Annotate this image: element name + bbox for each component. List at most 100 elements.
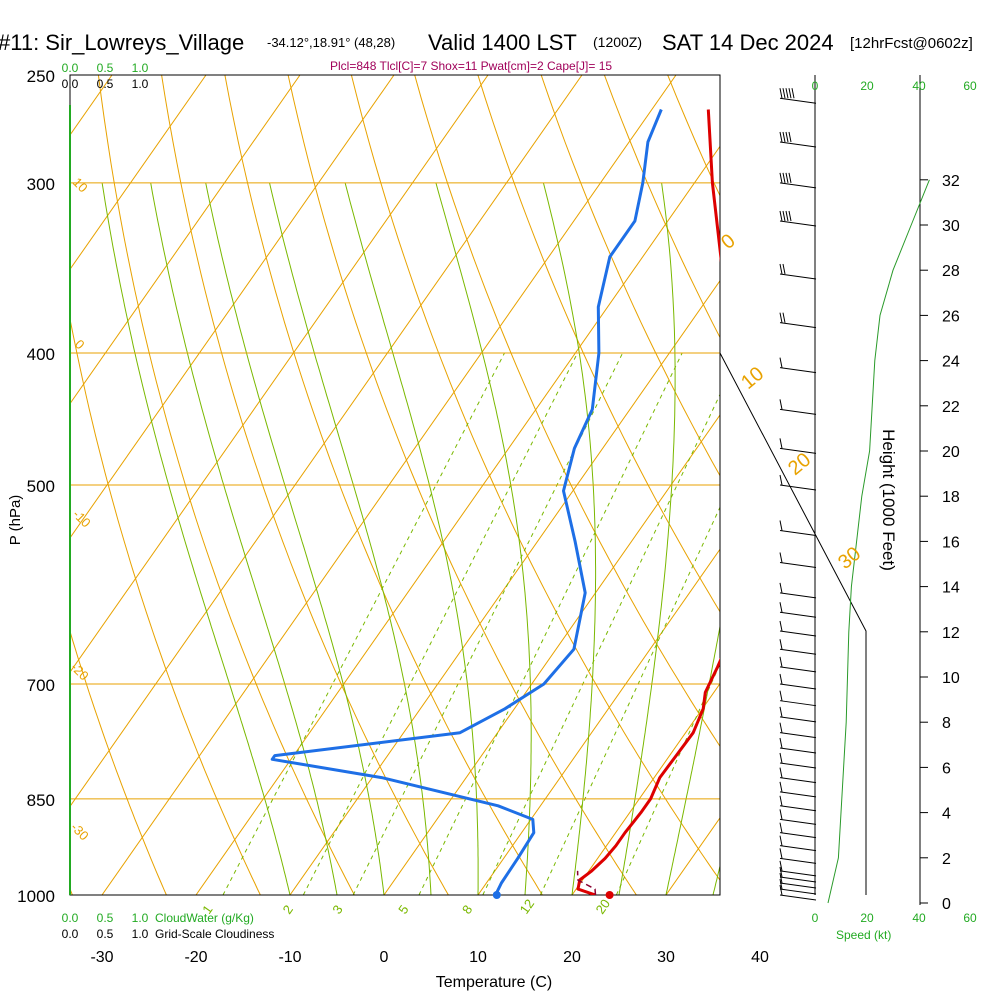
valid-utc: (1200Z)	[593, 34, 642, 50]
speed-tick-top: 40	[912, 79, 926, 93]
wind-barb-staff	[779, 791, 817, 798]
sounding-series	[270, 108, 720, 895]
wind-barb-staff	[779, 732, 817, 739]
dry-adiabat-line	[540, 75, 720, 477]
wind-barb-flag	[779, 620, 783, 632]
moist-adiabat-line	[712, 864, 720, 895]
wind-barb-flag	[779, 88, 783, 99]
wind-barb	[779, 752, 817, 769]
wind-barb	[779, 357, 817, 374]
wind-barb-staff	[779, 367, 817, 374]
wind-barb-staff	[779, 611, 817, 618]
height-tick-label: 0	[942, 896, 951, 913]
wind-barb	[779, 582, 817, 599]
wind-barb	[779, 848, 817, 864]
temperature-tick-label: -20	[184, 949, 207, 966]
moist-adiabat-line	[101, 182, 291, 895]
wind-barb	[779, 131, 817, 148]
isotherm-line	[854, 75, 1000, 895]
dry-adiabat-line	[477, 75, 720, 613]
moist-adiabat-line	[760, 183, 952, 895]
wind-barb-staff	[779, 630, 817, 637]
valid-time: Valid 1400 LST	[428, 30, 577, 55]
theta-e-label: 20	[784, 449, 815, 480]
isotherm-line	[0, 75, 18, 895]
mixing-ratio-line	[615, 662, 720, 895]
wind-barb-flag	[782, 312, 786, 323]
cloud-scale-top-green: 0.5	[97, 61, 114, 75]
temperature-line	[576, 109, 720, 895]
wind-barb	[779, 172, 817, 189]
pressure-tick-label: 500	[27, 477, 55, 496]
height-tick-label: 18	[942, 489, 960, 506]
dry-adiabat-line	[414, 75, 720, 748]
pressure-tick-label: 1000	[17, 887, 55, 906]
cloud-scale-bottom: 1.0	[132, 927, 149, 941]
wind-barb-staff	[779, 562, 817, 568]
temperature-tick-label: 0	[380, 949, 389, 966]
height-tick-label: 8	[942, 715, 951, 732]
cloud-scale-top-green: 0.0	[62, 61, 79, 75]
wind-barb	[779, 722, 817, 739]
height-panel: 0246810121416182022242628303200202040406…	[812, 75, 977, 925]
speed-label: Speed (kt)	[836, 928, 891, 942]
wind-barb-flag	[782, 210, 786, 222]
wind-barb-flag	[782, 131, 786, 143]
wind-barb-flag	[779, 848, 783, 859]
speed-tick-top: 20	[860, 79, 874, 93]
wind-barb-flag	[779, 878, 783, 890]
wind-barb	[779, 781, 817, 798]
height-tick-label: 12	[942, 625, 960, 642]
dry-adiabat-label: -10	[70, 507, 94, 531]
cloud-scale-top-green: 1.0	[132, 61, 149, 75]
wind-speed-profile	[827, 179, 930, 904]
wind-barb-staff	[779, 845, 817, 852]
temperature-tick-label: -30	[90, 949, 113, 966]
sounding-parameters: Plcl=848 Tlcl[C]=7 Shox=11 Pwat[cm]=2 Ca…	[330, 59, 612, 73]
parcel-line	[576, 870, 597, 895]
dry-adiabat-line	[921, 75, 1000, 895]
mixing-ratio-label: 5	[395, 902, 411, 917]
wind-barb-flag	[779, 520, 783, 531]
wind-barb	[779, 767, 817, 784]
wind-barb-flag	[785, 210, 789, 222]
height-tick-label: 6	[942, 760, 951, 777]
theta-e-label: 10	[737, 363, 768, 394]
wind-barb	[779, 263, 817, 280]
height-tick-label: 20	[942, 444, 960, 461]
wind-barb-flag	[779, 860, 783, 871]
wind-barb	[779, 866, 817, 883]
wind-barb-staff	[779, 141, 817, 148]
temperature-tick-label: 30	[657, 949, 675, 966]
wind-barb-flag	[779, 399, 783, 410]
pressure-tick-label: 850	[27, 791, 55, 810]
wind-barb	[779, 656, 817, 673]
wind-barb	[779, 809, 817, 825]
wind-barb-flag	[779, 582, 783, 593]
isotherm-line	[571, 682, 720, 895]
wind-barb-staff	[779, 805, 817, 812]
height-tick-label: 2	[942, 851, 951, 868]
wind-barb-staff	[779, 220, 817, 227]
mixing-ratio-label: 2	[280, 902, 296, 917]
mixing-ratio-line	[539, 506, 720, 895]
temperature-tick-label: 10	[469, 949, 487, 966]
moist-adiabat-line	[150, 182, 338, 895]
wind-barb-flag	[779, 835, 783, 846]
wind-barb-staff	[779, 857, 817, 864]
dry-adiabat-line	[287, 75, 637, 895]
wind-barb-flag	[779, 767, 783, 778]
wind-barb-flag	[782, 263, 786, 275]
plot-frame	[69, 74, 867, 896]
wind-barb	[779, 835, 817, 852]
isobar-grid	[70, 75, 720, 895]
height-tick-label: 32	[942, 173, 960, 190]
wind-barb-flag	[788, 131, 792, 143]
dry-adiabat-line	[984, 75, 1000, 895]
valid-date: SAT 14 Dec 2024	[662, 30, 834, 55]
wind-barb-staff	[779, 666, 817, 673]
height-tick-label: 4	[942, 806, 951, 823]
wind-barb-flag	[779, 131, 783, 143]
wind-barb-staff	[779, 530, 817, 537]
wind-barb-flag	[782, 88, 786, 99]
